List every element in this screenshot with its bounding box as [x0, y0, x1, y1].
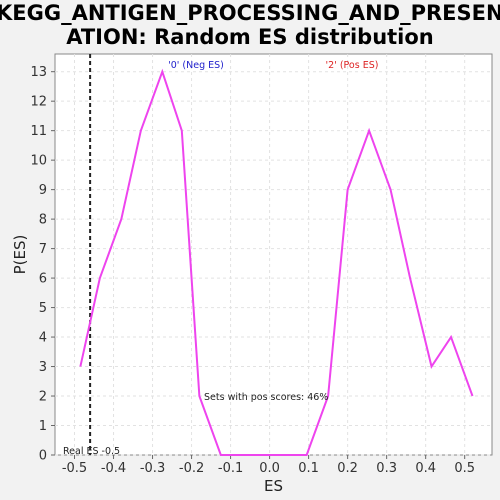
x-tick-label: -0.5	[62, 461, 87, 476]
x-tick-label: 0.0	[259, 461, 280, 476]
chart-title-line-1: KEGG_ANTIGEN_PROCESSING_AND_PRESENT	[0, 1, 500, 25]
y-tick-label: 2	[39, 390, 47, 405]
y-tick-label: 7	[39, 242, 47, 257]
y-tick-label: 9	[39, 183, 47, 198]
y-tick-label: 4	[39, 331, 47, 346]
neg-es-label: '0' (Neg ES)	[168, 60, 224, 71]
y-tick-label: 13	[30, 65, 47, 80]
x-tick-label: 0.2	[337, 461, 358, 476]
x-tick-label: -0.1	[218, 461, 243, 476]
pos-scores-label: Sets with pos scores: 46%	[204, 392, 328, 403]
y-tick-label: 1	[39, 419, 47, 434]
x-tick-label: -0.2	[179, 461, 204, 476]
real-es-label: Real ES -0.5	[63, 446, 120, 457]
x-tick-label: 0.4	[415, 461, 436, 476]
x-axis-title: ES	[264, 477, 283, 495]
es-distribution-line	[79, 68, 474, 456]
y-tick-label: 3	[39, 360, 47, 375]
x-tick-label: 0.3	[376, 461, 397, 476]
plot-area	[54, 53, 493, 456]
y-tick-label: 0	[39, 449, 47, 464]
pos-es-label: '2' (Pos ES)	[326, 60, 379, 71]
y-tick-label: 11	[30, 124, 47, 139]
x-tick-label: -0.4	[101, 461, 126, 476]
y-axis-title: P(ES)	[11, 235, 29, 275]
chart-title-line-2: ATION: Random ES distribution	[66, 25, 434, 49]
x-tick-label: -0.3	[140, 461, 165, 476]
y-tick-label: 10	[30, 154, 47, 169]
y-tick-label: 8	[39, 213, 47, 228]
x-tick-label: 0.1	[298, 461, 319, 476]
y-tick-label: 6	[39, 272, 47, 287]
x-tick-label: 0.5	[454, 461, 475, 476]
y-tick-label: 5	[39, 301, 47, 316]
y-tick-label: 12	[30, 95, 47, 110]
